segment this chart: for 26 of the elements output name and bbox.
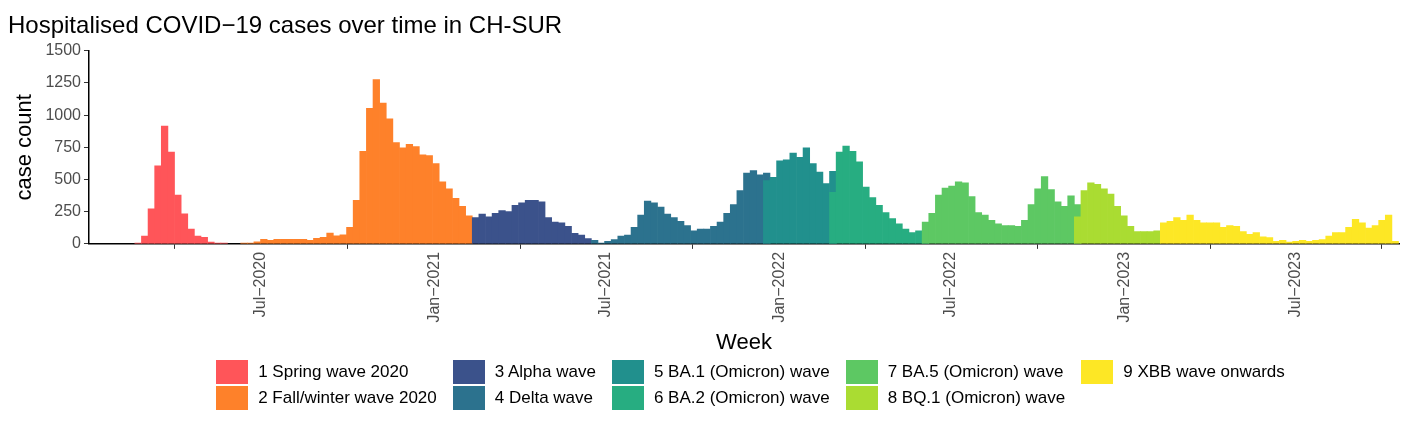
legend-label: 1 Spring wave 2020	[258, 362, 409, 382]
x-tick-label: Jan−2021	[425, 251, 443, 323]
y-tick-label: 750	[54, 137, 82, 155]
x-tick-label: Jan−2023	[1115, 251, 1133, 323]
legend-label: 8 BQ.1 (Omicron) wave	[887, 388, 1066, 408]
legend-label: 3 Alpha wave	[494, 362, 596, 382]
legend-label: 5 BA.1 (Omicron) wave	[653, 362, 830, 382]
y-tick-label: 250	[54, 202, 82, 220]
chart-title: Hospitalised COVID−19 cases over time in CH-SUR	[8, 11, 563, 39]
y-tick-label: 0	[72, 234, 82, 252]
y-tick-label: 1500	[45, 41, 82, 59]
x-axis-title: Week	[716, 328, 773, 354]
y-tick-label: 1250	[45, 73, 82, 91]
legend-label: 2 Fall/winter wave 2020	[258, 388, 437, 408]
y-tick-label: 500	[54, 169, 82, 187]
legend-label: 4 Delta wave	[494, 388, 594, 408]
x-tick-label: Jul−2020	[251, 251, 269, 318]
x-tick-label: Jan−2022	[770, 251, 788, 323]
legend-label: 7 BA.5 (Omicron) wave	[887, 362, 1064, 382]
legend-label: 9 XBB wave onwards	[1123, 362, 1285, 382]
x-tick-label: Jul−2023	[1286, 251, 1304, 318]
y-tick-label: 1000	[45, 105, 82, 123]
x-tick-label: Jul−2022	[941, 251, 959, 318]
legend-label: 6 BA.2 (Omicron) wave	[653, 388, 830, 408]
x-tick-label: Jul−2021	[596, 251, 614, 318]
y-axis-title: case count	[11, 94, 37, 201]
